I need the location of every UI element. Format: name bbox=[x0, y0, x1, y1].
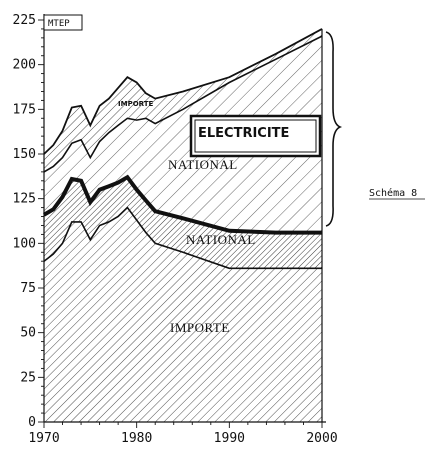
y-tick-label: 125 bbox=[13, 192, 36, 207]
line-national-lower bbox=[43, 174, 322, 235]
y-tick-label: 50 bbox=[20, 326, 36, 341]
y-tick-label: 0 bbox=[28, 415, 36, 430]
y-axis: 0 25 50 75 100 125 150 175 200 225 bbox=[13, 13, 45, 430]
electricite-label: ELECTRICITE bbox=[198, 126, 289, 141]
line-national-upper bbox=[43, 35, 323, 173]
y-tick-label: 175 bbox=[13, 102, 36, 117]
y-tick-label: 75 bbox=[20, 281, 36, 296]
label-import-bottom: IMPORTE bbox=[170, 320, 230, 335]
electricite-box-inner bbox=[194, 119, 317, 153]
y-tick-label: 100 bbox=[13, 236, 36, 251]
x-tick-label: 2000 bbox=[306, 431, 337, 446]
y-tick-label: 200 bbox=[13, 58, 36, 73]
line-import-top bbox=[43, 28, 323, 155]
electricite-brace bbox=[325, 31, 343, 227]
x-axis: 1970 1980 1990 2000 bbox=[28, 421, 338, 446]
label-national-upper: NATIONAL bbox=[168, 157, 238, 172]
x-tick-label: 1970 bbox=[28, 431, 59, 446]
x-tick-label: 1990 bbox=[214, 431, 245, 446]
y-tick-label: 225 bbox=[13, 13, 36, 28]
x-tick-label: 1980 bbox=[121, 431, 152, 446]
area-import-top bbox=[44, 28, 322, 172]
schema-label: Schéma 8 bbox=[369, 187, 417, 199]
label-import-top: IMPORTE bbox=[118, 100, 154, 108]
y-axis-unit: MTEP bbox=[48, 19, 70, 29]
label-national-lower: NATIONAL bbox=[186, 232, 256, 247]
electricite-box bbox=[189, 114, 322, 158]
y-tick-label: 150 bbox=[13, 147, 36, 162]
y-tick-label: 25 bbox=[20, 370, 36, 385]
area-national-lower bbox=[44, 177, 322, 269]
line-import-bottom bbox=[43, 206, 322, 270]
unit-box bbox=[43, 14, 83, 31]
area-import-bottom bbox=[44, 207, 322, 422]
